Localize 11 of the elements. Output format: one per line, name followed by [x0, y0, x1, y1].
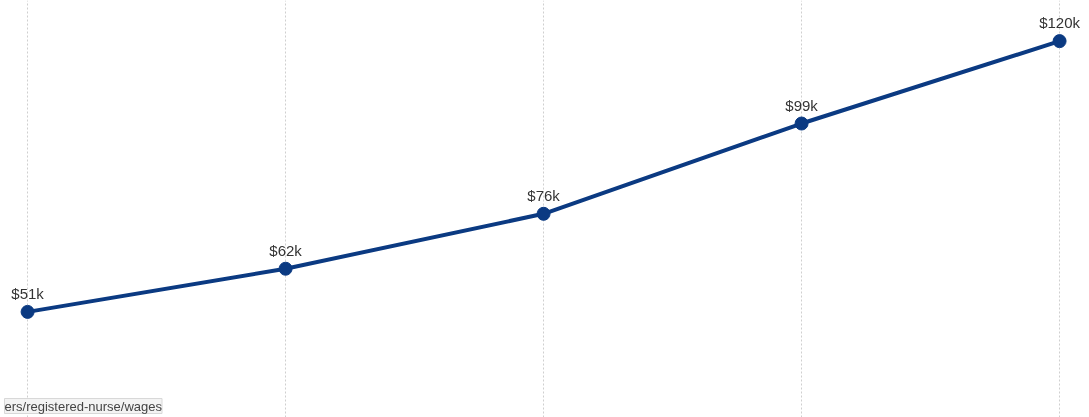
point — [536, 206, 551, 221]
data-label: $51k — [11, 284, 45, 302]
text: ers/registered-nurse/wages — [4, 398, 163, 414]
point — [20, 304, 35, 319]
data-label: $76k — [527, 186, 561, 204]
data-label: $62k — [269, 241, 303, 259]
data-label: $99k — [785, 96, 819, 114]
data-label: $120k — [1039, 14, 1081, 32]
point — [794, 116, 809, 131]
point — [1052, 34, 1067, 49]
point — [278, 261, 293, 276]
